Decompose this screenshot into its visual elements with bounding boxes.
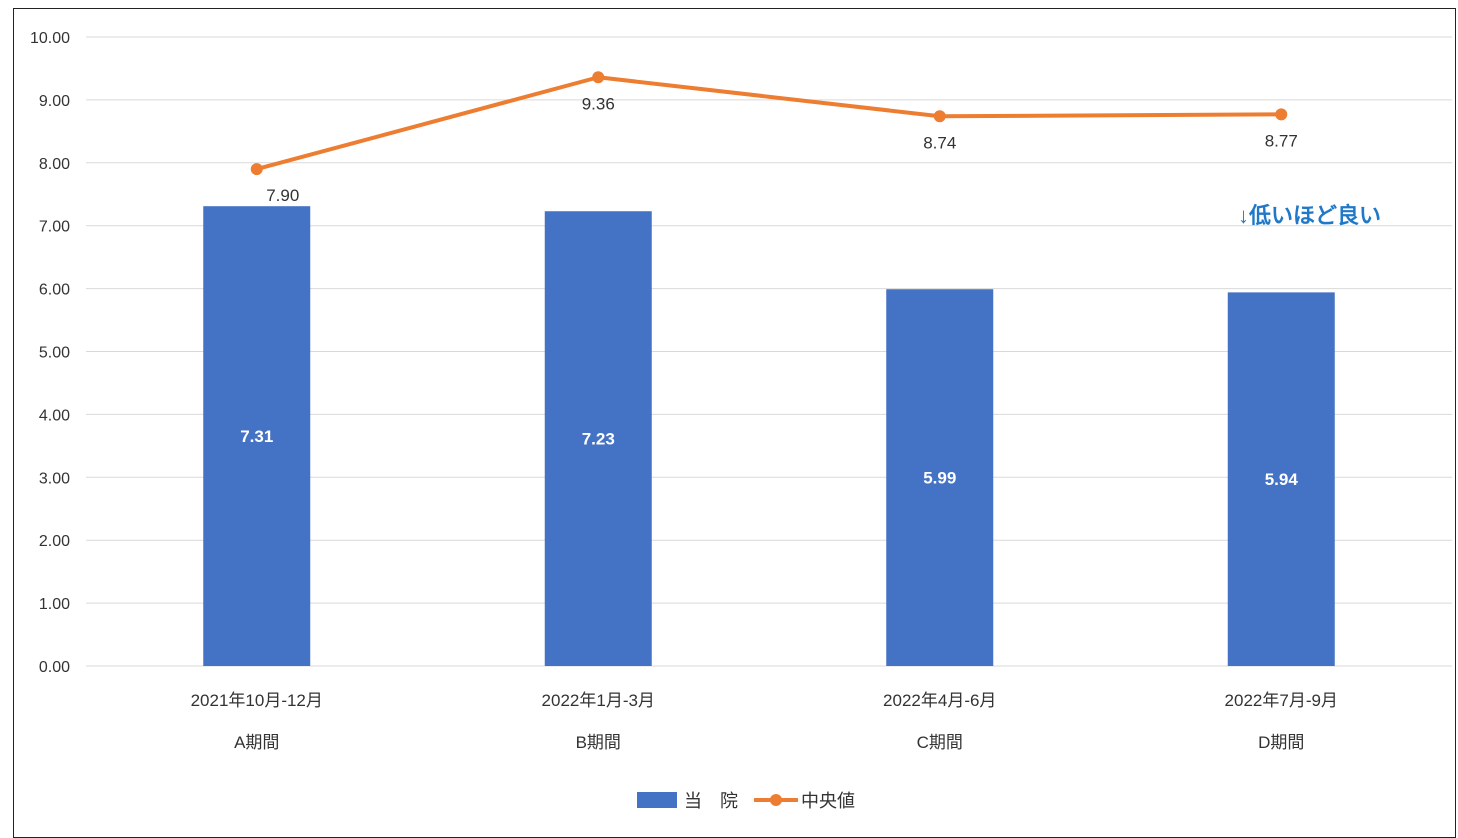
bar-data-label: 5.99 xyxy=(923,469,956,488)
y-tick-label: 7.00 xyxy=(39,219,70,236)
line-series: 7.90 9.36 8.74 8.77 xyxy=(250,71,1298,205)
y-tick-label: 8.00 xyxy=(39,156,70,173)
line-point xyxy=(1275,108,1288,121)
line-data-label: 8.77 xyxy=(1265,131,1298,150)
y-tick-label: 2.00 xyxy=(39,533,70,550)
x-category-label: A期間 xyxy=(234,733,279,752)
line-data-label: 7.90 xyxy=(266,186,299,205)
line-point xyxy=(250,163,263,176)
y-tick-label: 4.00 xyxy=(39,407,70,424)
y-tick-label: 1.00 xyxy=(39,596,70,613)
y-tick-label: 9.00 xyxy=(39,93,70,110)
y-axis-ticks: 0.00 1.00 2.00 3.00 4.00 5.00 6.00 7.00 8.00 9.00… xyxy=(30,30,70,676)
legend-bar-swatch xyxy=(637,792,677,808)
bar-data-label: 7.23 xyxy=(582,430,615,449)
line-data-label: 8.74 xyxy=(923,133,956,152)
x-category-label: 2022年7月-9月 xyxy=(1225,691,1338,710)
lower-is-better-annotation: ↓低いほど良い xyxy=(1238,203,1381,228)
y-tick-label: 6.00 xyxy=(39,282,70,299)
legend-line-marker xyxy=(770,794,782,806)
legend-label: 中央値 xyxy=(801,791,855,811)
y-tick-label: 5.00 xyxy=(39,345,70,362)
x-category-label: 2022年4月-6月 xyxy=(883,691,996,710)
x-category-label: 2021年10月-12月 xyxy=(191,691,323,710)
bar xyxy=(1227,292,1335,666)
y-tick-label: 10.00 xyxy=(30,30,70,47)
bar xyxy=(886,289,994,666)
x-category-label: 2022年1月-3月 xyxy=(542,691,655,710)
y-tick-label: 0.00 xyxy=(39,659,70,676)
legend: 当 院 中央値 xyxy=(637,791,855,811)
line-data-label: 9.36 xyxy=(582,94,615,113)
bar-data-label: 5.94 xyxy=(1265,470,1299,489)
line-point xyxy=(933,110,946,123)
bar-series: 7.31 7.23 5.99 5.94 xyxy=(203,206,1335,667)
legend-label: 当 院 xyxy=(684,791,738,811)
median-line xyxy=(256,75,1282,172)
bar xyxy=(203,206,311,667)
line-point xyxy=(592,71,605,84)
x-category-label: B期間 xyxy=(576,733,621,752)
x-axis-categories: 2021年10月-12月 A期間 2022年1月-3月 B期間 2022年4月-6月 C期… xyxy=(191,691,1338,752)
x-category-label: D期間 xyxy=(1258,733,1304,752)
bar xyxy=(544,211,652,666)
bar-data-label: 7.31 xyxy=(240,427,273,446)
y-tick-label: 3.00 xyxy=(39,470,70,487)
x-category-label: C期間 xyxy=(917,733,963,752)
grid-layer xyxy=(86,36,1452,667)
